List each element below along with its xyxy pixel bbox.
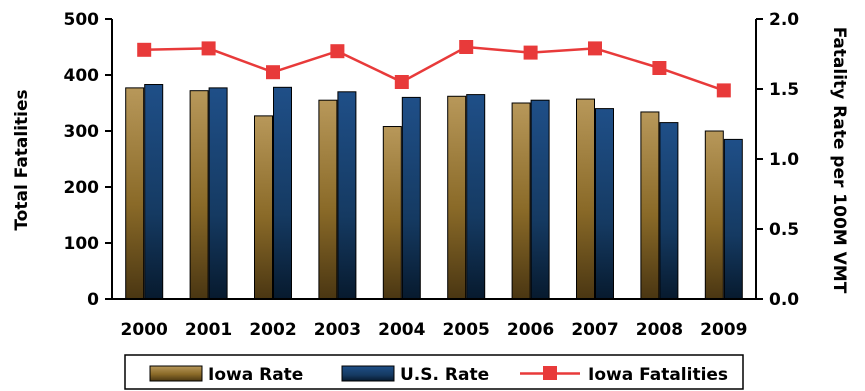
y-axis-title: Total Fatalities [12, 89, 32, 230]
bar-iowa-rate-2008 [640, 111, 660, 300]
y-tick-label: 0 [87, 290, 99, 310]
x-tick-label: 2000 [121, 320, 168, 340]
bar-us-rate-2003 [337, 91, 357, 300]
bar-iowa-rate-2003 [318, 99, 338, 300]
y-tick-label: 100 [64, 234, 100, 254]
legend-swatch-us-rate [341, 365, 395, 382]
marker-iowa-fatalities-2005 [459, 40, 474, 54]
y-tick-label: 300 [64, 122, 100, 142]
marker-iowa-fatalities-2006 [523, 45, 538, 60]
y-tick-label: 400 [64, 66, 100, 86]
legend-label-us-rate: U.S. Rate [400, 365, 489, 385]
bar-iowa-rate-2002 [254, 115, 273, 300]
bar-us-rate-2004 [401, 96, 421, 300]
x-tick-label: 2004 [378, 320, 425, 340]
ticks-layer: 0 100 200 300 400 500 0.0 0.5 1.0 1.5 2.0 2000 2001 2… [64, 10, 800, 340]
bar-us-rate-2006 [530, 99, 550, 300]
y-tick-label: 200 [64, 178, 100, 198]
bars-layer [125, 84, 743, 300]
bar-us-rate-2009 [723, 138, 743, 300]
bar-us-rate-2001 [208, 87, 228, 300]
bar-iowa-rate-2005 [447, 95, 467, 300]
x-tick-label: 2008 [636, 320, 683, 340]
x-tick-label: 2006 [507, 320, 554, 340]
legend-frame [124, 354, 744, 390]
legend: Iowa Rate U.S. Rate Iowa Fatalities [124, 354, 744, 390]
bar-iowa-rate-2000 [125, 87, 145, 300]
bar-iowa-rate-2004 [382, 126, 402, 300]
legend-marker-iowa-fatalities [543, 366, 557, 380]
legend-swatch-iowa-rate [149, 365, 203, 382]
x-tick-label: 2007 [571, 320, 618, 340]
bar-us-rate-2002 [273, 86, 292, 300]
y2-tick-label: 0.0 [769, 290, 799, 310]
line-layer [137, 40, 731, 98]
bar-us-rate-2008 [659, 122, 679, 300]
x-tick-label: 2009 [700, 320, 747, 340]
bar-iowa-rate-2009 [704, 130, 724, 300]
marker-iowa-fatalities-2003 [330, 44, 345, 59]
x-tick-label: 2002 [249, 320, 296, 340]
bar-us-rate-2000 [144, 84, 164, 300]
marker-iowa-fatalities-2008 [652, 61, 667, 75]
bar-iowa-rate-2001 [189, 90, 209, 300]
bar-us-rate-2007 [595, 108, 614, 300]
marker-iowa-fatalities-2009 [716, 83, 731, 98]
x-tick-label: 2001 [185, 320, 232, 340]
y2-tick-label: 0.5 [769, 220, 799, 240]
x-tick-label: 2005 [443, 320, 490, 340]
bar-iowa-rate-2006 [511, 102, 531, 300]
marker-iowa-fatalities-2002 [266, 65, 280, 80]
x-tick-label: 2003 [314, 320, 361, 340]
marker-iowa-fatalities-2007 [588, 41, 602, 56]
y-tick-label: 500 [64, 10, 100, 30]
y2-axis-title: Fatality Rate per 100M VMT [829, 27, 849, 294]
legend-label-iowa-fatalities: Iowa Fatalities [588, 365, 728, 385]
marker-iowa-fatalities-2001 [201, 41, 216, 56]
y2-tick-label: 1.5 [769, 80, 799, 100]
legend-label-iowa-rate: Iowa Rate [208, 365, 303, 385]
line-iowa-fatalities [144, 45, 725, 92]
bar-iowa-rate-2007 [576, 98, 595, 300]
y2-tick-label: 1.0 [769, 150, 799, 170]
marker-iowa-fatalities-2004 [394, 75, 409, 89]
bar-us-rate-2005 [466, 94, 486, 300]
y2-tick-label: 2.0 [769, 10, 799, 30]
marker-iowa-fatalities-2000 [137, 42, 152, 57]
